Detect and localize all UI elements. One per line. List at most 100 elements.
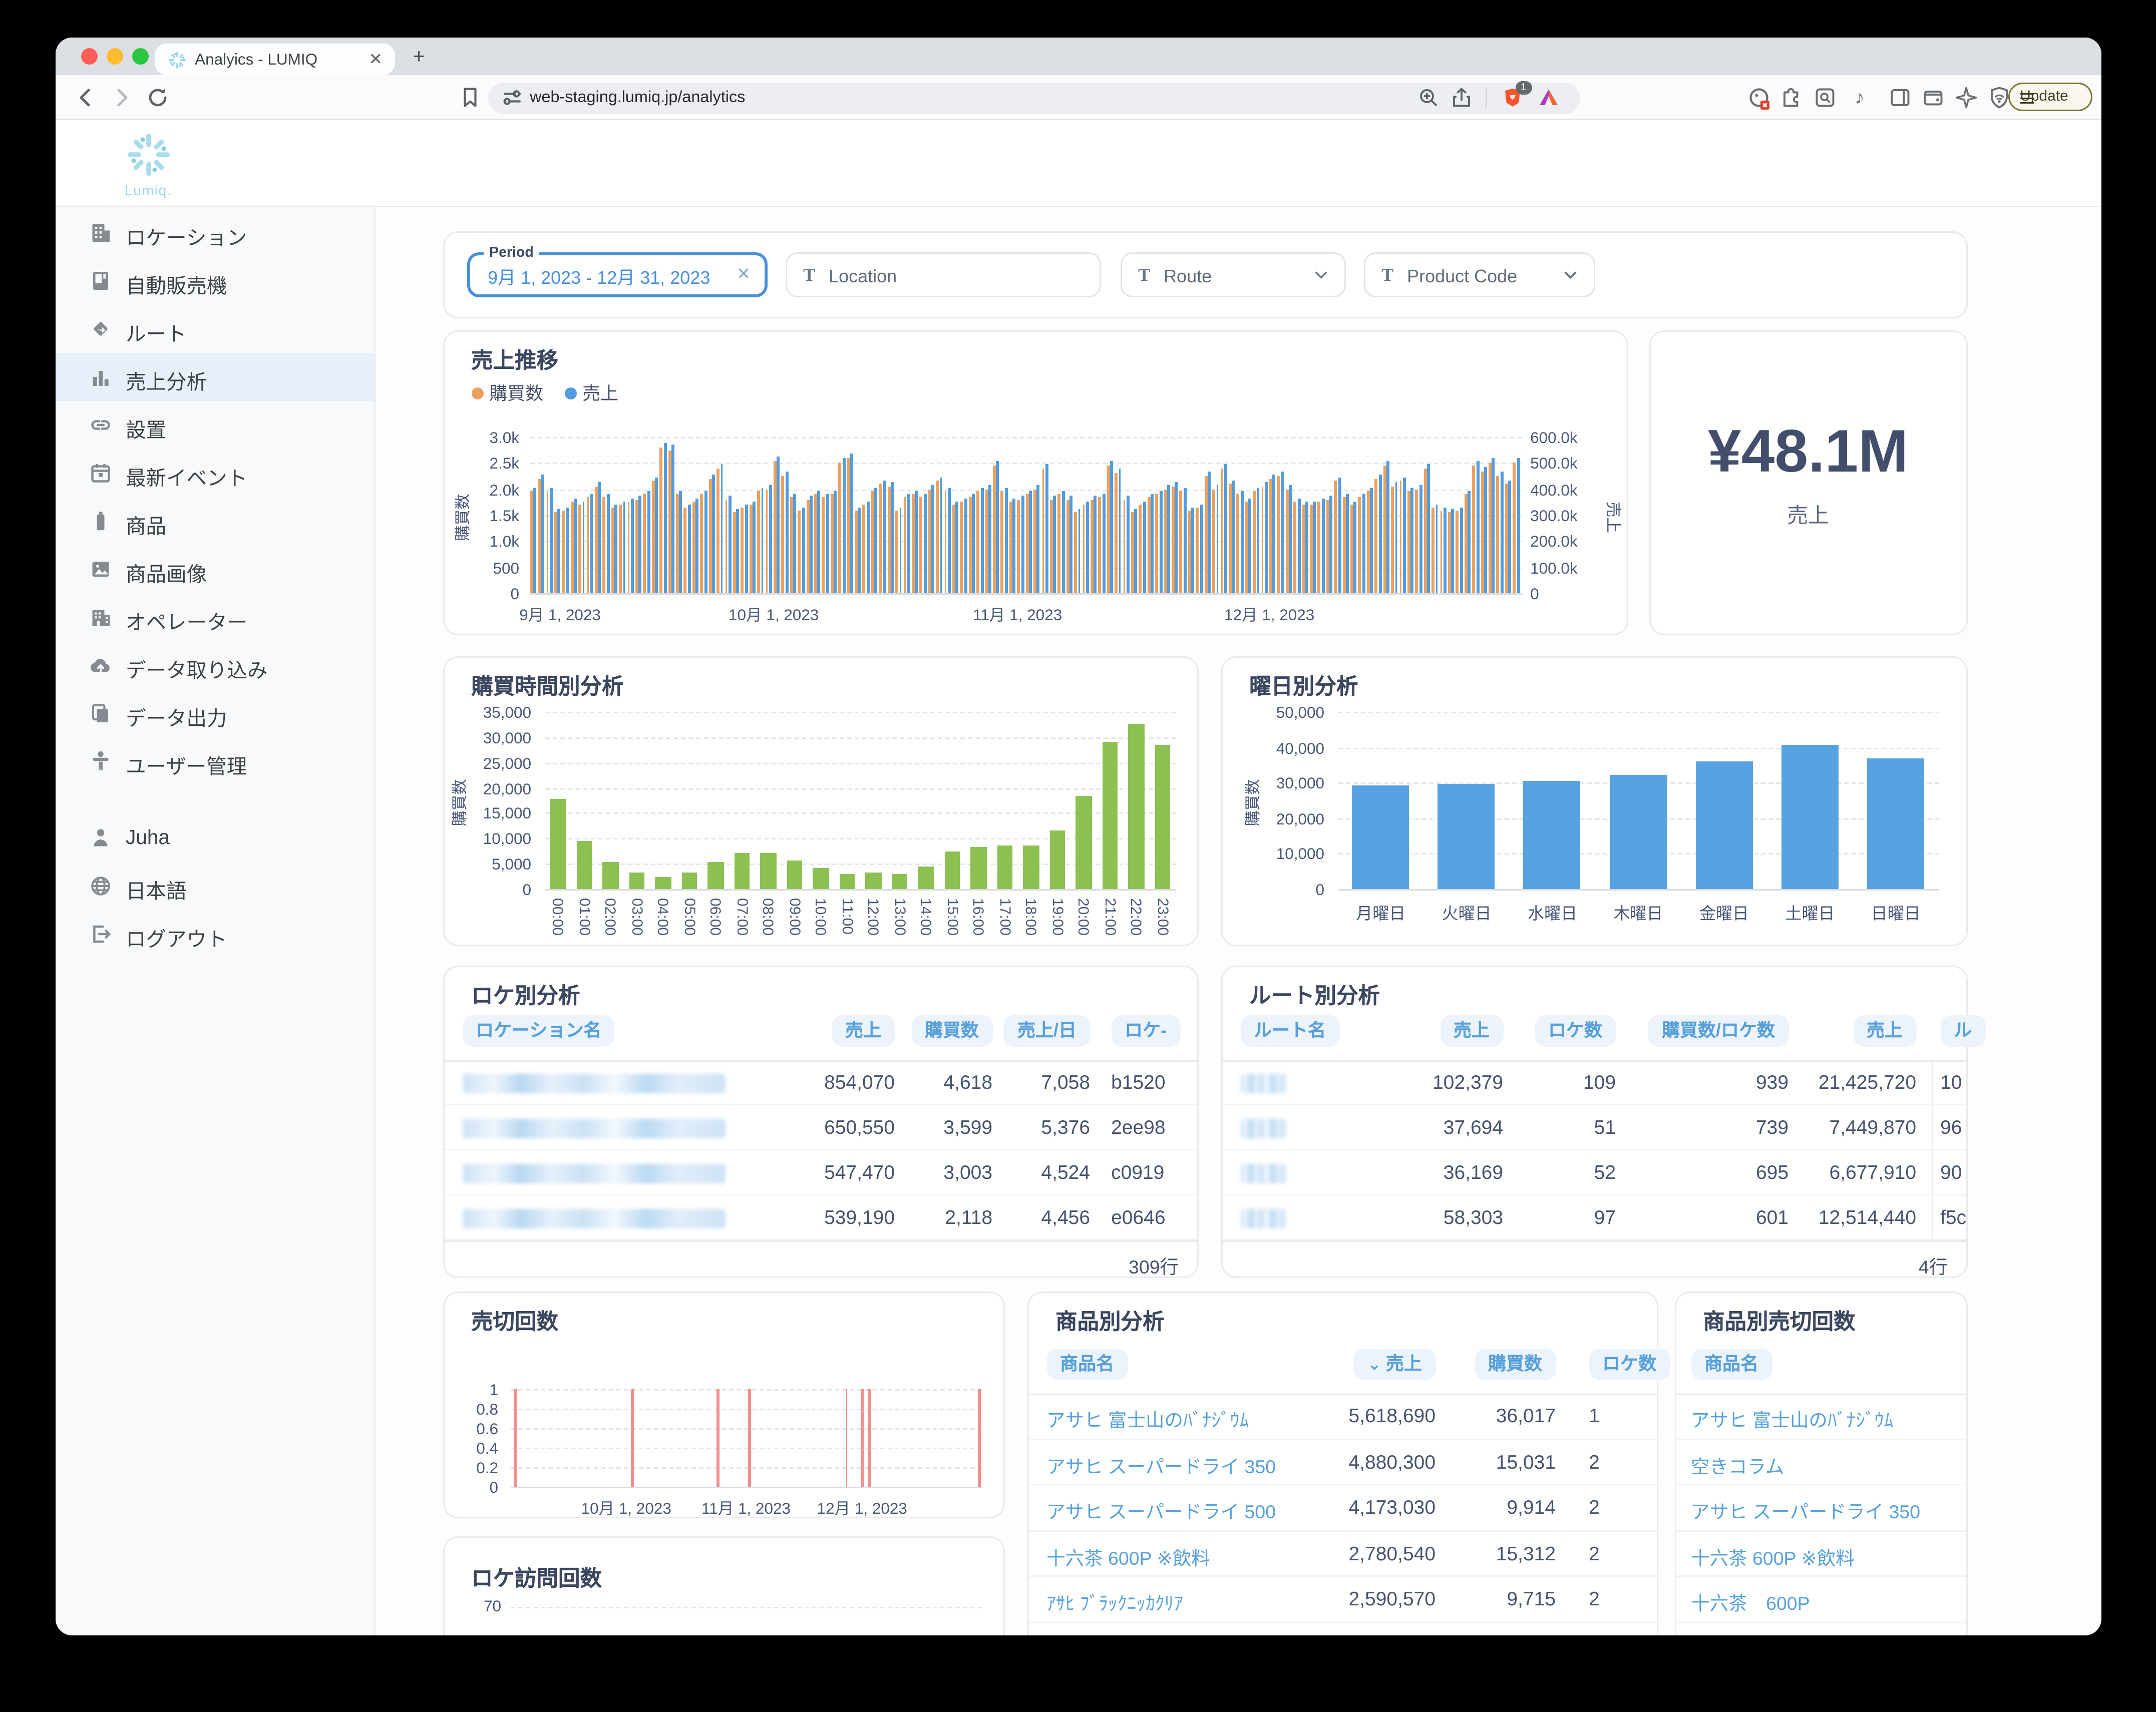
product-name-link[interactable]: アサヒ スーパードライ 350	[1691, 1502, 1921, 1523]
sidebar-item-latest-events[interactable]: 最新イベント	[55, 449, 374, 497]
column-header[interactable]: ロケ-	[1111, 1015, 1181, 1047]
table-row[interactable]: アサヒ スーパードライ 350	[1676, 1485, 1966, 1531]
forward-icon[interactable]	[109, 86, 133, 110]
product-name-link[interactable]: アサヒ スーパードライ 500	[1046, 1502, 1276, 1523]
sidebar-item-operators[interactable]: オペレーター	[55, 593, 374, 641]
sidebar-item-vending-machines[interactable]: 自動販売機	[55, 257, 374, 305]
tab-close-icon[interactable]: ✕	[369, 50, 383, 69]
product-name-link[interactable]: 空きコラム	[1691, 1456, 1784, 1477]
tune-icon[interactable]	[501, 87, 522, 108]
product-name-link[interactable]: 十六茶 600P ※飲料	[1691, 1547, 1855, 1569]
column-header[interactable]: 購買数	[911, 1015, 993, 1047]
table-row[interactable]: 102,379 109 939 21,425,720 10	[1222, 1060, 1966, 1105]
period-filter[interactable]: Period 9月 1, 2023 - 12月 31, 2023 ✕	[467, 245, 768, 297]
table-row[interactable]: アサヒ スーパードライ 350 4,880,300 15,031 2	[1028, 1440, 1657, 1485]
product-name-link[interactable]: アサヒ 富士山のﾊﾞﾅｼﾞｳﾑ	[1046, 1410, 1249, 1431]
legend-item[interactable]: 売上	[564, 380, 618, 405]
product-name-link[interactable]: ｱｻﾋ ﾌﾞﾗｯｸﾆｯｶｸﾘｱ	[1046, 1593, 1184, 1614]
leo-sparkle-icon[interactable]	[1954, 86, 1978, 110]
zoom-icon[interactable]	[1417, 87, 1439, 108]
sidebar-item-user-management[interactable]: ユーザー管理	[55, 737, 374, 785]
column-header[interactable]: 商品名	[1046, 1349, 1128, 1380]
sidebar-item-installation[interactable]: 設置	[55, 401, 374, 449]
table-row[interactable]: 854,070 4,618 7,058 b1520	[444, 1060, 1197, 1105]
column-header[interactable]: ロケ数	[1589, 1349, 1670, 1380]
table-row[interactable]: 58,303 97 601 12,514,440 f5c	[1222, 1195, 1966, 1240]
table-row[interactable]: 650,550 3,599 5,376 2ee98	[444, 1105, 1197, 1150]
table-row[interactable]: ｱｻﾋ ﾌﾞﾗｯｸﾆｯｶｸﾘｱ 2,590,570 9,715 2	[1028, 1577, 1657, 1623]
table-row[interactable]: アサヒ スーパードライ 500 4,173,030 9,914 2	[1028, 1485, 1657, 1531]
sidebar-item-products[interactable]: 商品	[55, 497, 374, 545]
column-header[interactable]: ロケ数	[1535, 1015, 1616, 1047]
table-row[interactable]: 十六茶 600P	[1676, 1577, 1966, 1623]
column-header[interactable]: 売上	[1853, 1015, 1917, 1047]
wallet-icon[interactable]	[1921, 86, 1945, 110]
brave-shield-icon[interactable]: 1	[1502, 81, 1532, 108]
extensions-puzzle-icon[interactable]	[1779, 86, 1804, 110]
media-icon[interactable]: ♪	[1855, 86, 1865, 108]
sidebar-item-locations[interactable]: ロケーション	[55, 209, 374, 257]
location-filter[interactable]: T Location	[785, 252, 1101, 297]
menu-icon[interactable]	[2020, 90, 2034, 107]
sidebar-item-product-images[interactable]: 商品画像	[55, 545, 374, 593]
column-header[interactable]: 購買数	[1475, 1349, 1556, 1380]
sidebar-item-sales-analytics[interactable]: 売上分析	[55, 353, 374, 401]
table-row[interactable]: 547,470 3,003 4,524 c0919	[444, 1150, 1197, 1195]
url-bar[interactable]: web-staging.lumiq.jp/analytics 1	[488, 81, 1580, 114]
column-header-sales[interactable]: ⌄ 売上	[1354, 1349, 1436, 1380]
table-row[interactable]: アサヒ 富士山のﾊﾞﾅｼﾞｳﾑ	[1676, 1394, 1966, 1440]
table-row[interactable]: 37,694 51 739 7,449,870 96	[1222, 1105, 1966, 1150]
column-header[interactable]: ル	[1940, 1015, 1986, 1047]
sidebar-item-account[interactable]: Juha	[55, 814, 374, 862]
purchases-bar	[782, 476, 785, 593]
sidebar-panel-icon[interactable]	[1888, 86, 1912, 110]
table-row[interactable]: 十六茶 600P ※飲料 2,780,540 15,312 2	[1028, 1531, 1657, 1577]
sidebar-item-language[interactable]: 日本語	[55, 862, 374, 910]
product-name-link[interactable]: アサヒ 富士山のﾊﾞﾅｼﾞｳﾑ	[1691, 1410, 1894, 1431]
sidebar-item-logout[interactable]: ログアウト	[55, 910, 374, 958]
column-header[interactable]: ロケーション名	[462, 1015, 615, 1047]
table-row[interactable]: 空きコラム	[1676, 1440, 1966, 1485]
column-header[interactable]: 商品名	[1691, 1349, 1772, 1380]
route-filter[interactable]: T Route	[1120, 252, 1346, 297]
back-icon[interactable]	[73, 86, 97, 110]
column-header[interactable]: 売上/日	[1004, 1015, 1091, 1047]
column-header[interactable]: 売上	[1440, 1015, 1504, 1047]
lumiq-logo[interactable]: Lumiq.	[103, 129, 193, 201]
redacted-route-name	[1240, 1164, 1286, 1183]
x-axis-tick: 06:00	[706, 898, 724, 936]
traffic-light-maximize[interactable]	[132, 48, 149, 65]
brave-rewards-icon[interactable]	[1538, 87, 1559, 108]
bookmark-icon[interactable]	[458, 86, 482, 110]
sidebar-item-routes[interactable]: ルート	[55, 305, 374, 353]
purchases-bar	[1431, 507, 1435, 593]
product-code-filter[interactable]: T Product Code	[1363, 252, 1595, 297]
share-icon[interactable]	[1451, 87, 1472, 108]
new-tab-button[interactable]: +	[413, 44, 425, 68]
extension-fish-icon[interactable]	[1746, 86, 1770, 110]
table-row[interactable]: 539,190 2,118 4,456 e0646	[444, 1195, 1197, 1240]
column-header[interactable]: 売上	[832, 1015, 895, 1047]
table-row[interactable]: 十六茶 600P ※飲料	[1676, 1531, 1966, 1577]
clear-period-icon[interactable]: ✕	[737, 266, 751, 284]
extension-search-box-icon[interactable]	[1813, 86, 1837, 110]
column-header[interactable]: 購買数/ロケ数	[1648, 1015, 1789, 1047]
vpn-shield-icon[interactable]	[1987, 86, 2011, 110]
table-row[interactable]: 36,169 52 695 6,677,910 90	[1222, 1150, 1966, 1195]
purchases-bar	[1399, 481, 1402, 593]
table-row[interactable]: アサヒ 富士山のﾊﾞﾅｼﾞｳﾑ 5,618,690 36,017 1	[1028, 1394, 1657, 1440]
product-name-link[interactable]: 十六茶 600P ※飲料	[1046, 1547, 1210, 1569]
legend-item[interactable]: 購買数	[471, 380, 543, 405]
chart-legend[interactable]: 購買数 売上	[471, 380, 618, 405]
sidebar-item-data-export[interactable]: データ出力	[55, 689, 374, 737]
traffic-light-close[interactable]	[81, 48, 98, 65]
sidebar-item-data-import[interactable]: データ取り込み	[55, 641, 374, 689]
product-name-link[interactable]: アサヒ スーパードライ 350	[1046, 1456, 1276, 1477]
column-header[interactable]: ルート名	[1240, 1015, 1340, 1047]
sales-bar	[1321, 499, 1325, 593]
product-name-link[interactable]: 十六茶 600P	[1691, 1593, 1810, 1614]
reload-icon[interactable]	[145, 86, 169, 110]
browser-tab[interactable]: Analyics - LUMIQ ✕	[154, 43, 395, 75]
traffic-light-minimize[interactable]	[106, 48, 123, 65]
update-button[interactable]: Update	[2008, 83, 2092, 111]
